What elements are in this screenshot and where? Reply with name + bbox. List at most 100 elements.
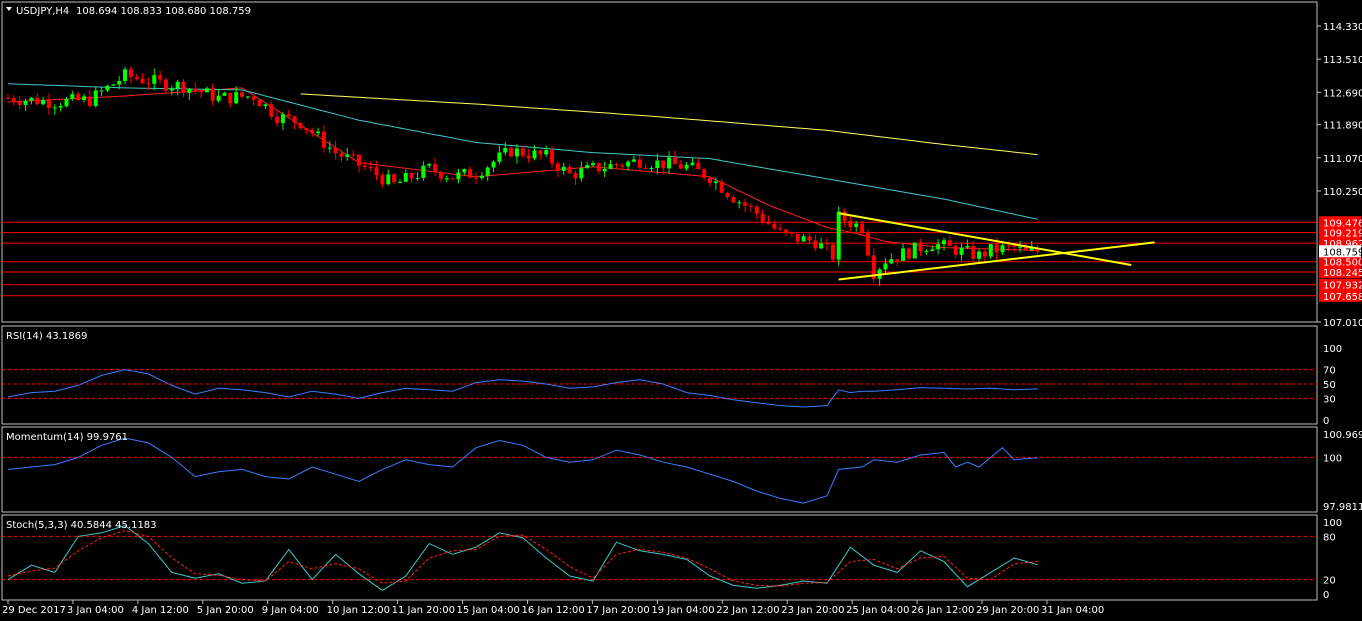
bear-candle [128,69,133,78]
bear-candle [789,232,794,234]
price-tick-label: 111.070 [1323,154,1362,165]
bear-candle [860,223,865,234]
bear-candle [163,79,168,91]
time-tick-label: 16 Jan 12:00 [521,605,584,616]
bull-candle [152,75,157,84]
bull-candle [1000,245,1005,253]
bear-candle [269,104,274,117]
bull-candle [117,81,122,85]
bull-candle [901,248,906,261]
stoch-tick-label: 80 [1323,532,1336,543]
bear-candle [772,223,777,229]
bull-candle [462,169,467,173]
bear-candle [298,122,303,129]
bear-candle [825,243,829,245]
chevron-down-icon[interactable] [6,7,12,11]
bull-candle [216,95,221,101]
bear-candle [538,150,543,155]
bull-candle [532,150,537,159]
bull-candle [544,150,549,155]
bull-candle [690,162,695,165]
bear-candle [46,100,51,108]
bear-candle [672,157,677,165]
bear-candle [643,167,648,169]
price-tick-label: 107.010 [1323,318,1362,329]
bear-candle [813,240,818,249]
bear-candle [807,236,812,241]
bear-candle [240,92,244,97]
slow-moving-average [300,93,1038,156]
bull-candle [82,96,87,101]
bear-candle [392,174,397,183]
bear-candle [865,233,870,256]
bull-candle [889,259,894,264]
bear-candle [380,175,385,185]
bull-candle [965,246,970,248]
rsi-pane-frame [1,325,1318,425]
bear-candle [661,160,666,169]
momentum-tick-label: 97.9811 [1323,502,1362,513]
price-tick-label: 113.510 [1323,55,1362,66]
bear-candle [286,114,291,117]
bull-candle [263,104,268,107]
bull-candle [204,88,209,93]
bear-candle [1023,246,1028,251]
bear-candle [1006,245,1011,247]
time-tick-label: 11 Jan 20:00 [392,605,455,616]
level-price-badge [1319,255,1361,268]
bear-candle [743,202,748,206]
bear-candle [6,97,10,99]
level-price-badge [1319,216,1361,229]
bull-candle [491,161,496,168]
bear-candle [228,92,233,104]
bear-candle [310,130,315,134]
bear-candle [134,77,139,79]
level-price-label: 108.245 [1323,268,1362,279]
time-tick-label: 3 Jan 04:00 [67,605,124,616]
bear-candle [474,177,478,179]
bull-candle [936,244,941,250]
time-tick-label: 22 Jan 12:00 [716,605,779,616]
bear-candle [766,221,771,224]
bear-candle [982,251,987,257]
time-tick-label: 10 Jan 12:00 [327,605,390,616]
momentum-pane[interactable]: 100.9696 100 97.9811 Momentum(14) 99.9761 [1,426,1362,513]
bull-candle [655,160,660,168]
time-tick-label: 17 Jan 20:00 [586,605,649,616]
bear-candle [696,162,701,170]
bull-candle [503,147,508,153]
bear-candle [368,166,373,168]
rsi-pane[interactable]: 100 70 50 30 0 RSI(14) 43.1869 [1,325,1342,427]
bull-candle [942,240,946,245]
bear-candle [971,246,976,259]
bull-candle [924,250,929,252]
bull-candle [801,236,806,242]
bear-candle [1035,247,1040,252]
bull-candle [444,178,449,180]
level-price-badge [1319,289,1361,302]
bull-candle [327,147,332,149]
triangle-trendlines[interactable] [838,212,1155,281]
price-pane-frame [1,1,1318,323]
level-price-label: 107.932 [1323,281,1362,292]
bear-candle [895,259,900,261]
time-tick-label: 23 Jan 20:00 [781,605,844,616]
candlesticks [6,66,1040,286]
bull-candle [421,165,426,178]
time-axis: 29 Dec 2017 3 Jan 04:00 4 Jan 12:00 5 Jan 2… [2,600,1104,616]
bear-candle [830,244,835,260]
stoch-pane[interactable]: 100 80 20 0 Stoch(5,3,3) 40.5844 45.1183 [1,514,1342,601]
bull-candle [415,177,420,179]
bull-candle [684,164,689,169]
bear-candle [193,88,198,91]
momentum-tick-label: 100.9696 [1323,430,1362,441]
bear-candle [678,164,683,169]
bear-candle [210,88,215,101]
bear-candle [994,244,999,253]
bull-candle [988,244,993,257]
bear-candle [906,248,911,259]
stoch-tick-label: 20 [1323,576,1336,587]
